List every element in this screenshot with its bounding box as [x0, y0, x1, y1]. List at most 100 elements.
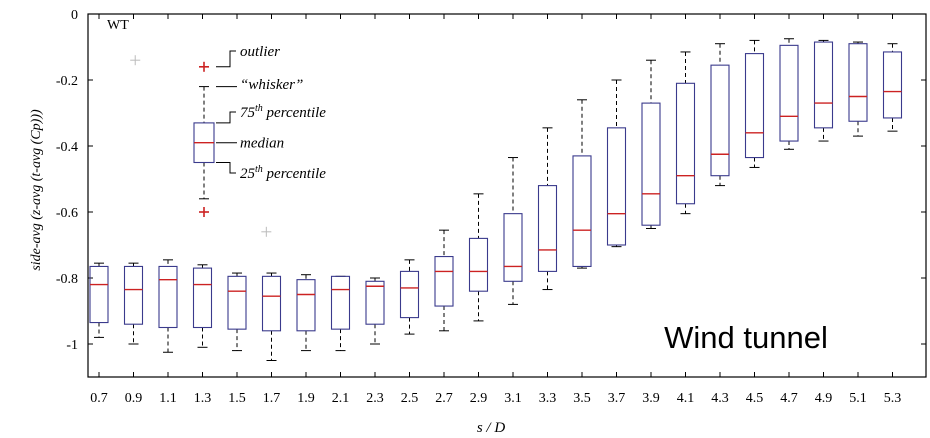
- x-tick-label: 1.9: [297, 391, 315, 406]
- axes: 0 -0.2 -0.4 -0.6 -0.8 -1 0.7 0.9 1.1 1.3 1.5 1.7 1.9…: [56, 8, 927, 406]
- outlier-marker: [261, 226, 272, 237]
- x-tick-label: 4.7: [780, 391, 798, 406]
- box-5.3: [882, 43, 903, 132]
- x-tick-label: 4.9: [815, 391, 833, 406]
- box-0.9: [123, 262, 144, 345]
- p75-text: percentile: [263, 105, 327, 121]
- box-4.5: [744, 39, 765, 168]
- p75-number: 75: [240, 105, 256, 121]
- x-axis-label: s / D: [477, 420, 506, 436]
- iqr-box: [399, 270, 420, 319]
- x-tick-label: 4.3: [711, 391, 729, 406]
- box-3.1: [503, 157, 523, 305]
- legend-label-median: median: [240, 136, 284, 152]
- x-tick-label: 2.7: [435, 391, 453, 406]
- iqr-box: [89, 265, 109, 324]
- box-5.1: [848, 41, 868, 137]
- box-1.3: [192, 264, 213, 348]
- legend-label-p25: 25th percentile: [240, 164, 326, 182]
- iqr-box: [572, 155, 592, 267]
- box-2.9: [468, 193, 489, 322]
- x-tick-label: 5.1: [849, 391, 867, 406]
- box-4.9: [813, 39, 834, 142]
- p25-text: percentile: [263, 166, 327, 182]
- iqr-box: [261, 275, 282, 332]
- box-1.1: [158, 259, 178, 353]
- box-4.1: [675, 51, 696, 215]
- y-tick-label: -0.4: [56, 140, 78, 155]
- iqr-box: [848, 43, 868, 122]
- x-tick-label: 2.1: [332, 391, 350, 406]
- iqr-box: [606, 127, 627, 246]
- x-tick-label: 3.1: [504, 391, 522, 406]
- box-1.9: [296, 274, 316, 352]
- legend-label-whisker: “whisker”: [240, 77, 303, 93]
- iqr-box: [468, 237, 489, 292]
- iqr-box: [537, 185, 558, 272]
- iqr-box: [710, 64, 730, 177]
- x-tick-label: 2.3: [366, 391, 384, 406]
- x-tick-label: 2.9: [470, 391, 488, 406]
- box-4.7: [779, 38, 799, 150]
- box-2.1: [330, 275, 351, 352]
- box-1.7: [261, 272, 282, 361]
- y-tick-label: -1: [66, 338, 78, 353]
- outlier-marker: [130, 55, 141, 66]
- iqr-box: [744, 53, 765, 159]
- x-tick-label: 1.7: [263, 391, 281, 406]
- box-3.9: [641, 59, 661, 229]
- x-tick-label: 0.7: [90, 391, 108, 406]
- x-tick-label: 4.1: [677, 391, 695, 406]
- legend-label-p75: 75th percentile: [240, 103, 326, 121]
- annotation-wind-tunnel: Wind tunnel: [664, 320, 828, 355]
- p75-superscript: th: [255, 103, 263, 114]
- box-series: [89, 38, 903, 361]
- x-tick-label: 3.5: [573, 391, 591, 406]
- iqr-box: [296, 279, 316, 332]
- leader-outlier: [216, 50, 236, 68]
- box-0.7: [89, 262, 109, 338]
- iqr-box: [330, 275, 351, 330]
- iqr-box: [882, 51, 903, 119]
- legend: outlier“whisker”75th percentilemedian25t…: [193, 44, 326, 217]
- box-3.5: [572, 99, 592, 269]
- iqr-box: [503, 213, 523, 282]
- iqr-box: [434, 255, 454, 307]
- p25-superscript: th: [255, 164, 263, 175]
- y-tick-label: 0: [71, 8, 78, 23]
- box-2.5: [399, 259, 420, 335]
- x-tick-label: 1.5: [228, 391, 246, 406]
- box-3.7: [606, 79, 627, 248]
- box-2.7: [434, 229, 454, 332]
- leader-p25: [216, 162, 236, 174]
- iqr-box: [192, 267, 213, 329]
- iqr-box: [641, 102, 661, 226]
- box-3.3: [537, 127, 558, 291]
- y-tick-label: -0.6: [56, 206, 78, 221]
- x-tick-label: 3.9: [642, 391, 660, 406]
- p25-number: 25: [240, 166, 256, 182]
- leader-p75: [216, 111, 236, 124]
- iqr-box: [813, 41, 834, 129]
- y-tick-label: -0.8: [56, 272, 78, 287]
- x-tick-label: 2.5: [401, 391, 419, 406]
- x-tick-label: 3.3: [539, 391, 557, 406]
- y-axis-label: side-avg (z-avg (t-avg (Cp))): [29, 109, 44, 271]
- x-tick-label: 5.3: [884, 391, 902, 406]
- x-tick-label: 4.5: [746, 391, 764, 406]
- x-tick-label: 1.1: [159, 391, 177, 406]
- x-tick-label: 0.9: [125, 391, 143, 406]
- iqr-box: [158, 265, 178, 329]
- x-tick-label: 3.7: [608, 391, 626, 406]
- legend-title: WT: [107, 18, 129, 33]
- plot-frame: [87, 13, 927, 378]
- box-1.5: [227, 272, 247, 352]
- y-tick-label: -0.2: [56, 74, 78, 89]
- iqr-box: [365, 280, 385, 325]
- x-tick-label: 1.3: [194, 391, 212, 406]
- legend-label-outlier: outlier: [240, 44, 280, 60]
- iqr-box: [675, 82, 696, 205]
- iqr-box: [227, 275, 247, 330]
- iqr-box: [123, 265, 144, 325]
